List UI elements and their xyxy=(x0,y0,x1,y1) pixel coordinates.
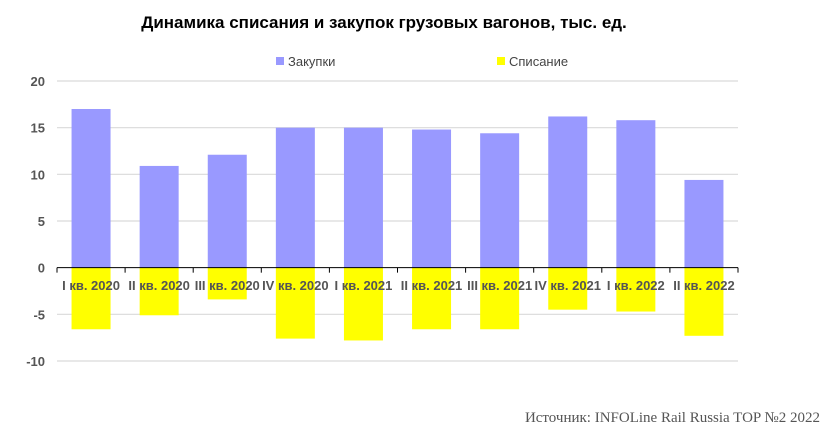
bar-spisanie xyxy=(343,267,383,341)
legend-swatch xyxy=(497,57,505,65)
bar-zakupki xyxy=(412,129,452,268)
bar-zakupki xyxy=(71,109,111,268)
bar-spisanie xyxy=(684,267,724,336)
bar-spisanie xyxy=(480,267,520,330)
bar-spisanie xyxy=(412,267,452,330)
category-label: II кв. 2021 xyxy=(401,278,462,293)
bars xyxy=(71,109,724,341)
y-tick-label: 0 xyxy=(38,261,45,276)
category-label: I кв. 2021 xyxy=(335,278,393,293)
category-labels: I кв. 2020 II кв. 2020 III кв. 2020 IV кв. … xyxy=(62,278,735,293)
bar-zakupki xyxy=(684,179,724,268)
y-tick-label: 20 xyxy=(31,74,45,89)
y-tick-label: 5 xyxy=(38,214,45,229)
source-note: Источник: INFOLine Rail Russia TOP №2 20… xyxy=(524,410,820,426)
category-label: IV кв. 2021 xyxy=(534,278,601,293)
bar-zakupki xyxy=(139,165,179,268)
bar-spisanie xyxy=(71,267,111,330)
legend: Закупки Списание xyxy=(276,54,568,69)
category-label: I кв. 2022 xyxy=(607,278,665,293)
legend-label: Закупки xyxy=(288,54,335,69)
bar-zakupki xyxy=(548,116,588,268)
category-label: III кв. 2020 xyxy=(195,278,260,293)
y-tick-label: -10 xyxy=(26,354,45,369)
y-axis-tick-labels: 20 15 10 5 0 -5 -10 xyxy=(26,74,45,369)
chart-title: Динамика списания и закупок грузовых ваг… xyxy=(141,13,627,32)
bar-spisanie xyxy=(548,267,588,310)
bar-zakupki xyxy=(275,127,315,268)
category-label: II кв. 2022 xyxy=(673,278,734,293)
bar-zakupki xyxy=(207,154,247,268)
bar-zakupki xyxy=(616,120,656,268)
category-label: III кв. 2021 xyxy=(467,278,532,293)
legend-swatch xyxy=(276,57,284,65)
bar-zakupki xyxy=(480,133,520,268)
bar-spisanie xyxy=(616,267,656,312)
legend-label: Списание xyxy=(509,54,568,69)
y-tick-label: 15 xyxy=(31,121,45,136)
category-label: II кв. 2020 xyxy=(128,278,189,293)
category-label: I кв. 2020 xyxy=(62,278,120,293)
category-label: IV кв. 2020 xyxy=(262,278,329,293)
bar-spisanie xyxy=(275,267,315,339)
bar-zakupki xyxy=(343,127,383,268)
y-tick-label: 10 xyxy=(31,167,45,182)
bar-spisanie xyxy=(139,267,179,316)
y-tick-label: -5 xyxy=(33,307,45,322)
bar-spisanie xyxy=(207,267,247,300)
axes xyxy=(56,267,739,273)
